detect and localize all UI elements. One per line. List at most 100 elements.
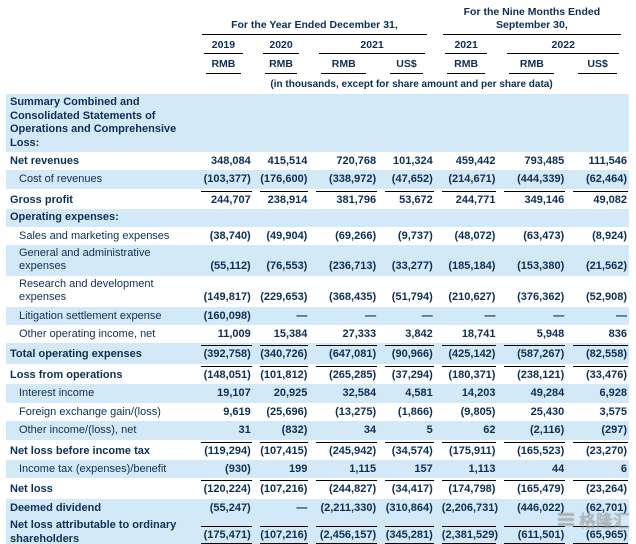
value-cell — [194, 209, 253, 226]
value-cell: (148,051) — [194, 364, 253, 384]
value-cell: (55,112) — [194, 245, 253, 276]
row-label: Operating expenses: — [10, 211, 119, 224]
cell-value: (229,653) — [260, 291, 308, 304]
value-cell — [497, 94, 566, 152]
table-row: Sales and marketing expenses (38,740) (49,… — [6, 227, 629, 245]
value-cell — [435, 94, 498, 152]
cell-value: (52,908) — [586, 291, 627, 304]
cell-value — [573, 149, 628, 150]
value-cell: 27,333 — [309, 325, 378, 343]
cell-value: 238,914 — [259, 190, 309, 207]
value-cell: (425,142) — [435, 343, 498, 363]
cell-value — [573, 224, 628, 225]
table-row: Total operating expenses (392,758) (340,72… — [6, 343, 629, 364]
row-label: Deemed dividend — [10, 501, 102, 514]
cell-value: (238,121) — [504, 365, 566, 382]
cell-value: 349,146 — [504, 190, 566, 207]
cell-value: — — [365, 309, 377, 322]
cell-value: (2,116) — [529, 424, 565, 437]
row-label: Gross profit — [10, 193, 73, 206]
value-cell: (63,473) — [497, 227, 566, 245]
value-cell: (34,417) — [378, 478, 435, 498]
watermark-logo-icon — [558, 513, 574, 526]
currency-column: RMB — [194, 54, 253, 75]
cell-value: (180,371) — [441, 365, 497, 382]
row-label: Other operating income, net — [19, 328, 156, 341]
cell-value: (245,942) — [316, 441, 378, 458]
cell-value: 18,741 — [461, 328, 496, 341]
cell-value: (185,184) — [448, 260, 496, 273]
cell-value: (23,270) — [573, 441, 628, 458]
cell-value — [504, 149, 565, 150]
cell-value: (103,377) — [203, 173, 251, 186]
value-cell: (238,121) — [497, 364, 566, 384]
year-column-2022: 2022 — [497, 35, 629, 55]
value-cell: (832) — [253, 421, 310, 439]
currency-header: RMB — [446, 54, 486, 75]
value-cell: 720,768 — [309, 152, 378, 170]
cell-value: (587,267) — [504, 345, 566, 361]
cell-value: (63,473) — [523, 229, 565, 242]
value-cell: 101,324 — [378, 152, 435, 170]
cell-value: (21,562) — [586, 260, 627, 273]
value-cell: 18,741 — [435, 325, 498, 343]
table-row: Litigation settlement expense (160,098) — —… — [6, 306, 629, 326]
row-label: Other income/(loss), net — [19, 424, 137, 437]
cell-value — [260, 149, 309, 150]
cell-value: 19,107 — [217, 387, 251, 400]
value-cell: 19,107 — [194, 384, 253, 402]
cell-value: 31 — [238, 424, 251, 437]
cell-value: (37,294) — [385, 365, 434, 382]
row-label: Sales and marketing expenses — [19, 229, 170, 242]
value-cell: (185,184) — [435, 245, 498, 276]
cell-value: 244,707 — [201, 190, 252, 207]
value-cell — [309, 94, 378, 152]
value-cell: 6 — [566, 460, 629, 478]
row-label: General and administrative expenses — [19, 247, 151, 273]
value-cell: (345,281) — [378, 517, 435, 544]
cell-value: (444,339) — [517, 173, 565, 186]
cell-value: (90,966) — [385, 345, 434, 361]
table-row: Other operating income, net 11,009 15,384 2… — [6, 325, 629, 343]
cell-value: (119,294) — [201, 441, 252, 458]
cell-value: 415,514 — [267, 155, 308, 167]
value-cell: 9,619 — [194, 403, 253, 421]
value-cell: (2,206,731) — [435, 499, 498, 517]
cell-value: (611,501) — [504, 525, 566, 544]
cell-value: 101,324 — [393, 155, 433, 167]
cell-value: 44 — [551, 462, 565, 475]
value-cell: (647,081) — [309, 343, 378, 363]
cell-value: 62 — [483, 424, 496, 437]
header-year-ended-cell: For the Year Ended December 31, — [194, 6, 435, 35]
row-label: Net loss attributable to ordinary shareh… — [10, 519, 177, 544]
row-label: Net loss — [10, 483, 53, 496]
value-cell: 5,948 — [497, 325, 566, 343]
cell-value: (165,523) — [504, 441, 566, 458]
cell-value: (236,713) — [329, 260, 377, 273]
table-row: General and administrative expenses (55,1… — [6, 245, 629, 276]
cell-value: (345,281) — [385, 525, 434, 544]
cell-value: 27,333 — [342, 328, 377, 341]
value-cell: (38,740) — [194, 227, 253, 245]
row-label: Net revenues — [10, 155, 80, 167]
value-cell: — — [566, 307, 629, 325]
cell-value: (82,558) — [573, 345, 628, 361]
cell-value: 3,575 — [599, 405, 627, 418]
value-cell: (23,264) — [566, 478, 629, 498]
value-cell — [497, 209, 566, 226]
cell-value: (34,417) — [385, 480, 434, 496]
cell-value: (153,380) — [517, 260, 565, 273]
cell-value: 111,546 — [588, 155, 627, 167]
value-cell: (107,216) — [253, 517, 310, 544]
value-cell: 349,146 — [497, 189, 566, 209]
value-cell: (119,294) — [194, 440, 253, 460]
cell-value: (368,435) — [329, 291, 377, 304]
value-cell: (107,216) — [253, 478, 310, 498]
cell-value: 199 — [289, 462, 308, 475]
cell-value: (265,285) — [316, 365, 378, 382]
cell-value: (23,264) — [573, 480, 628, 496]
value-cell: 6,928 — [566, 384, 629, 402]
value-cell: 15,384 — [253, 325, 310, 343]
value-cell: 62 — [435, 421, 498, 439]
value-cell: (101,812) — [253, 364, 310, 384]
